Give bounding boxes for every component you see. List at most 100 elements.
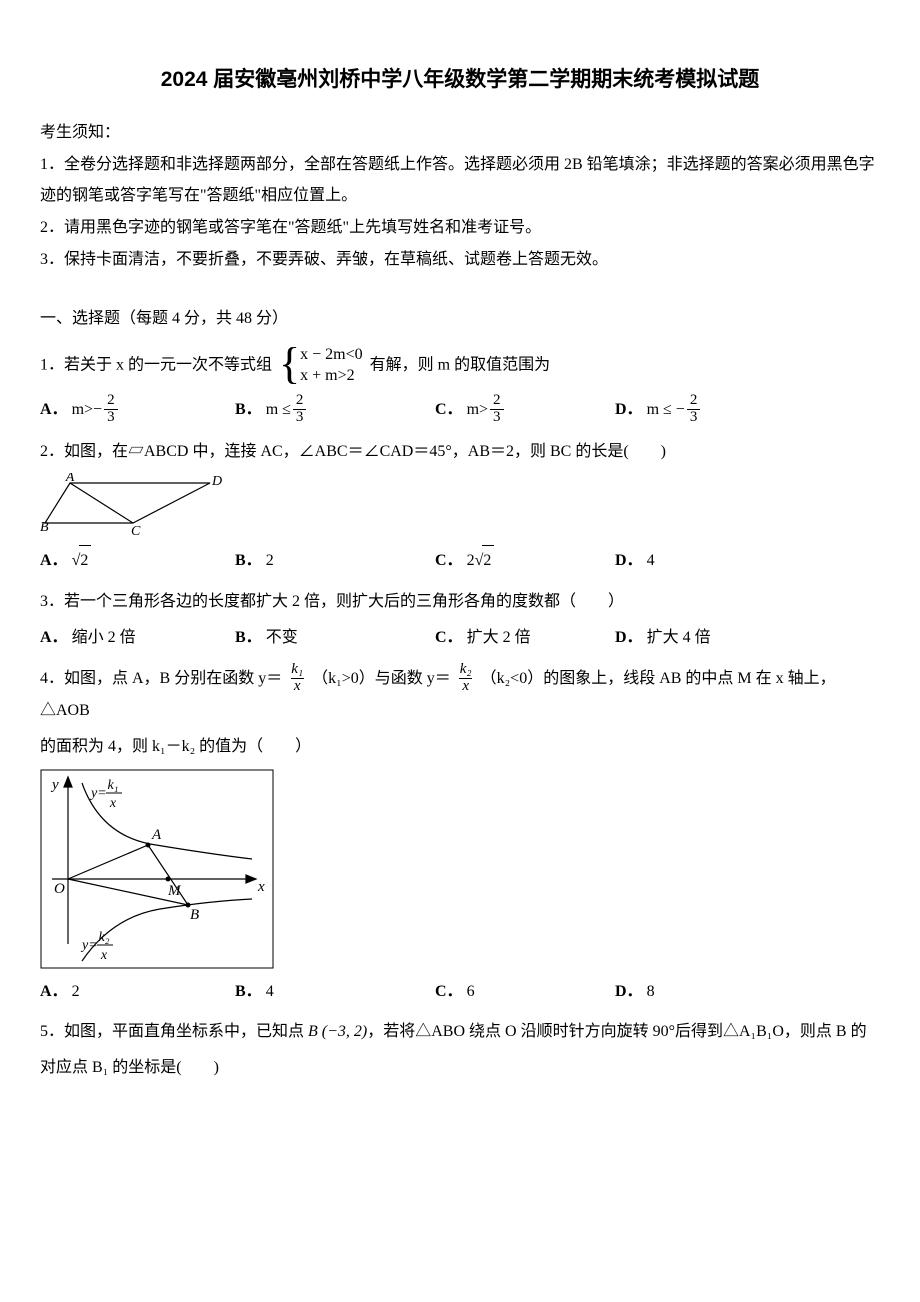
q4-option-d: D． 8 — [615, 977, 880, 1007]
q3-stem: 3．若一个三角形各边的长度都扩大 2 倍，则扩大后的三角形各角的度数都（ ） — [40, 587, 880, 617]
notice-line-1: 1．全卷分选择题和非选择题两部分，全部在答题纸上作答。选择题必须用 2B 铅笔填… — [40, 150, 880, 211]
q4-stem-b: （k₁>0）与函数 y＝ — [312, 670, 451, 687]
sqrt-radicand: 2 — [79, 545, 91, 576]
q3-d-text: 扩大 4 倍 — [647, 623, 711, 653]
notice-line-3: 3．保持卡面清洁，不要折叠，不要弄破、弄皱，在草稿纸、试题卷上答题无效。 — [40, 245, 880, 275]
q1-option-d: D． m ≤ − 2 3 — [615, 394, 880, 427]
brace-icon: { — [279, 342, 300, 386]
q4-a-text: 2 — [72, 977, 80, 1007]
q1-b-text: m ≤ — [266, 395, 291, 425]
opt-label-a: A． — [40, 395, 68, 425]
q3-options: A． 缩小 2 倍 B． 不变 C． 扩大 2 倍 D． 扩大 4 倍 — [40, 623, 880, 653]
q2-label-A: A — [65, 473, 75, 485]
q5-stem-line2: 对应点 B₁ 的坐标是( ) — [40, 1053, 880, 1083]
frac-num: 2 — [687, 393, 701, 409]
page-title: 2024 届安徽亳州刘桥中学八年级数学第二学期期末统考模拟试题 — [40, 60, 880, 100]
q4-bot-eq-lhs: y= — [80, 938, 98, 953]
q1-stem-a: 1．若关于 x 的一元一次不等式组 — [40, 357, 272, 374]
q4-d-text: 8 — [647, 977, 655, 1007]
q1-inequality-system: { x − 2m<0 x + m>2 — [279, 344, 363, 388]
q4-stem-line2: 的面积为 4，则 k₁－k₂ 的值为（ ） — [40, 732, 880, 762]
q1-stem: 1．若关于 x 的一元一次不等式组 { x − 2m<0 x + m>2 有解，… — [40, 344, 880, 388]
q5-stem: 5．如图，平面直角坐标系中，已知点 B (−3, 2)，若将△ABO 绕点 O … — [40, 1017, 880, 1047]
q3-option-b: B． 不变 — [235, 623, 435, 653]
q4-options: A． 2 B． 4 C． 6 D． 8 — [40, 977, 880, 1007]
opt-label-a: A． — [40, 977, 68, 1007]
q4-figure: y x O A M B y= k₁ x y= k₂ x — [40, 769, 880, 969]
q4-stem-a: 4．如图，点 A，B 分别在函数 y＝ — [40, 670, 282, 687]
frac-num: 2 — [293, 393, 307, 409]
opt-label-d: D． — [615, 977, 643, 1007]
q1-d-frac: 2 3 — [687, 393, 701, 426]
sqrt-radicand: 2 — [482, 545, 494, 576]
q4-stem: 4．如图，点 A，B 分别在函数 y＝ k₁ x （k₁>0）与函数 y＝ k₂… — [40, 663, 880, 726]
notice-line-2: 2．请用黑色字迹的钢笔或答字笔在"答题纸"上先填写姓名和准考证号。 — [40, 213, 880, 243]
frac-num: k₁ — [288, 662, 306, 678]
opt-label-a: A． — [40, 623, 68, 653]
opt-label-c: C． — [435, 395, 463, 425]
q2-options: A． √2 B． 2 C． 2√2 D． 4 — [40, 545, 880, 576]
q2-d-text: 4 — [647, 546, 655, 576]
q3-option-a: A． 缩小 2 倍 — [40, 623, 235, 653]
frac-den: 3 — [687, 409, 701, 426]
q5-bpoint: B (−3, 2) — [308, 1023, 367, 1040]
frac-den: 3 — [293, 409, 307, 426]
q4-label-B: B — [190, 907, 199, 923]
q4-option-b: B． 4 — [235, 977, 435, 1007]
frac-num: k₂ — [457, 662, 475, 678]
q4-top-x: x — [109, 796, 117, 811]
q2-c-sqrt: √2 — [475, 545, 495, 576]
opt-label-b: B． — [235, 623, 262, 653]
frac-den: x — [291, 678, 304, 695]
frac-den: 3 — [104, 409, 118, 426]
q4-frac-k2: k₂ x — [457, 662, 475, 695]
q3-option-d: D． 扩大 4 倍 — [615, 623, 880, 653]
q3-option-c: C． 扩大 2 倍 — [435, 623, 615, 653]
q2-option-c: C． 2√2 — [435, 545, 615, 576]
q5-stem-b: ，若将△ABO 绕点 O 沿顺时针方向旋转 90°后得到△A₁B₁O，则点 B … — [367, 1023, 866, 1040]
q1-b-frac: 2 3 — [293, 393, 307, 426]
q1-option-c: C． m> 2 3 — [435, 394, 615, 427]
q4-label-A: A — [151, 827, 162, 843]
q1-options: A． m>− 2 3 B． m ≤ 2 3 C． m> 2 3 D． m ≤ −… — [40, 394, 880, 427]
q3-b-text: 不变 — [266, 623, 298, 653]
q1-option-b: B． m ≤ 2 3 — [235, 394, 435, 427]
q4-label-O: O — [54, 881, 65, 897]
q1-sys-line1: x − 2m<0 — [300, 345, 363, 366]
q4-label-y: y — [50, 777, 59, 793]
opt-label-b: B． — [235, 977, 262, 1007]
q2-label-C: C — [131, 524, 141, 537]
q4-option-a: A． 2 — [40, 977, 235, 1007]
q4-option-c: C． 6 — [435, 977, 615, 1007]
q2-label-B: B — [40, 520, 49, 535]
q4-bot-k: k₂ — [98, 930, 109, 945]
q4-top-k: k₁ — [107, 778, 118, 793]
q1-option-a: A． m>− 2 3 — [40, 394, 235, 427]
q4-top-eq-lhs: y= — [89, 786, 107, 801]
q1-a-frac: 2 3 — [104, 393, 118, 426]
opt-label-a: A． — [40, 546, 68, 576]
q2-option-b: B． 2 — [235, 545, 435, 576]
q2-label-D: D — [211, 474, 222, 489]
q1-stem-b: 有解，则 m 的取值范围为 — [370, 357, 550, 374]
q1-d-text: m ≤ − — [647, 395, 685, 425]
opt-label-d: D． — [615, 395, 643, 425]
frac-num: 2 — [104, 393, 118, 409]
q3-c-text: 扩大 2 倍 — [467, 623, 531, 653]
q4-label-x: x — [257, 879, 265, 895]
q4-b-text: 4 — [266, 977, 274, 1007]
q2-b-text: 2 — [266, 546, 274, 576]
frac-den: 3 — [490, 409, 504, 426]
opt-label-c: C． — [435, 623, 463, 653]
q4-frac-k1: k₁ x — [288, 662, 306, 695]
q1-c-frac: 2 3 — [490, 393, 504, 426]
q2-c-pre: 2 — [467, 546, 475, 576]
opt-label-d: D． — [615, 546, 643, 576]
q2-a-sqrt: √2 — [72, 545, 92, 576]
opt-label-b: B． — [235, 395, 262, 425]
q2-option-d: D． 4 — [615, 545, 880, 576]
frac-num: 2 — [490, 393, 504, 409]
q4-bot-x: x — [100, 948, 108, 963]
q1-a-text: m>− — [72, 395, 103, 425]
q2-stem: 2．如图，在▱ABCD 中，连接 AC，∠ABC＝∠CAD＝45°，AB＝2，则… — [40, 437, 880, 467]
